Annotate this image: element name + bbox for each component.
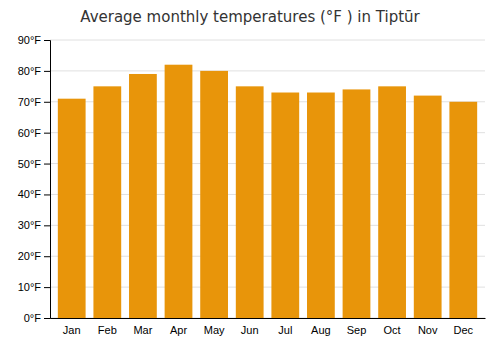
bars [58, 65, 477, 318]
grid-line [50, 40, 485, 41]
x-tick-label: May [204, 324, 225, 336]
y-tick: 40°F [18, 188, 50, 200]
x-axis: Jan Feb Mar Apr May Jun Jul Aug Sep Oct Nov Dec [51, 319, 486, 336]
bar [165, 65, 193, 318]
bar [307, 93, 335, 318]
grid [50, 40, 485, 318]
y-tick-mark [44, 194, 50, 195]
x-tick: Jun [241, 324, 259, 336]
x-tick-label: Mar [133, 324, 152, 336]
y-tick-mark [44, 164, 50, 165]
y-tick: 60°F [18, 127, 50, 139]
y-tick: 70°F [18, 96, 50, 108]
y-tick: 50°F [18, 158, 50, 170]
y-tick-mark [44, 133, 50, 134]
y-tick-mark [44, 71, 50, 72]
x-tick-label: Feb [98, 324, 117, 336]
x-tick: Nov [418, 324, 438, 336]
x-tick-label: Nov [418, 324, 438, 336]
bar [58, 99, 86, 318]
y-tick-label: 40°F [18, 188, 42, 200]
y-tick-label: 90°F [18, 34, 42, 46]
y-tick-mark [44, 40, 50, 41]
y-tick-label: 80°F [18, 65, 42, 77]
y-tick-mark [44, 102, 50, 103]
y-tick: 30°F [18, 219, 50, 231]
y-tick-label: 10°F [18, 281, 42, 293]
y-tick: 80°F [18, 65, 50, 77]
chart: Average monthly temperatures (°F ) in Ti… [0, 0, 500, 350]
y-tick-mark [44, 318, 50, 319]
x-tick-label: Aug [311, 324, 331, 336]
y-tick-mark [44, 287, 50, 288]
grid-line [50, 70, 485, 71]
x-tick: Mar [133, 324, 152, 336]
y-axis-line [44, 41, 51, 319]
bar [378, 86, 406, 318]
y-tick-label: 30°F [18, 219, 42, 231]
y-tick: 20°F [18, 250, 50, 262]
x-tick: Apr [170, 324, 187, 336]
y-tick-label: 50°F [18, 158, 42, 170]
bar [200, 71, 228, 318]
x-tick-label: Sep [347, 324, 367, 336]
bar [93, 86, 121, 318]
title: Average monthly temperatures (°F ) in Ti… [80, 8, 420, 26]
x-tick: Dec [454, 324, 474, 336]
y-axis: 0°F 10°F 20°F 30°F 40°F 50°F 60°F 70°F 80°F 90°F [18, 34, 51, 324]
x-tick: Feb [98, 324, 117, 336]
x-tick-label: Jul [278, 324, 292, 336]
x-tick-label: Jan [63, 324, 81, 336]
y-tick-label: 20°F [18, 250, 42, 262]
bar [449, 102, 477, 318]
y-tick-label: 60°F [18, 127, 42, 139]
x-tick: Oct [384, 324, 401, 336]
plot: 0°F 10°F 20°F 30°F 40°F 50°F 60°F 70°F 80°F 90°F J… [18, 34, 486, 336]
bar [129, 74, 157, 318]
y-tick-label: 70°F [18, 96, 42, 108]
x-tick: Jan [63, 324, 81, 336]
bar [343, 89, 371, 318]
x-tick: Jul [278, 324, 292, 336]
x-tick-label: Jun [241, 324, 259, 336]
x-tick: Aug [311, 324, 331, 336]
y-tick-label: 0°F [24, 312, 42, 324]
y-tick-mark [44, 225, 50, 226]
y-tick: 10°F [18, 281, 50, 293]
y-tick: 0°F [24, 312, 50, 324]
bar [271, 93, 299, 318]
bar [236, 86, 264, 318]
x-tick-label: Oct [384, 324, 401, 336]
x-tick-label: Dec [454, 324, 474, 336]
y-tick: 90°F [18, 34, 50, 46]
bar [414, 96, 442, 318]
x-tick: Sep [347, 324, 367, 336]
x-axis-line [51, 318, 486, 319]
x-tick: May [204, 324, 225, 336]
x-tick-label: Apr [170, 324, 187, 336]
y-tick-mark [44, 256, 50, 257]
